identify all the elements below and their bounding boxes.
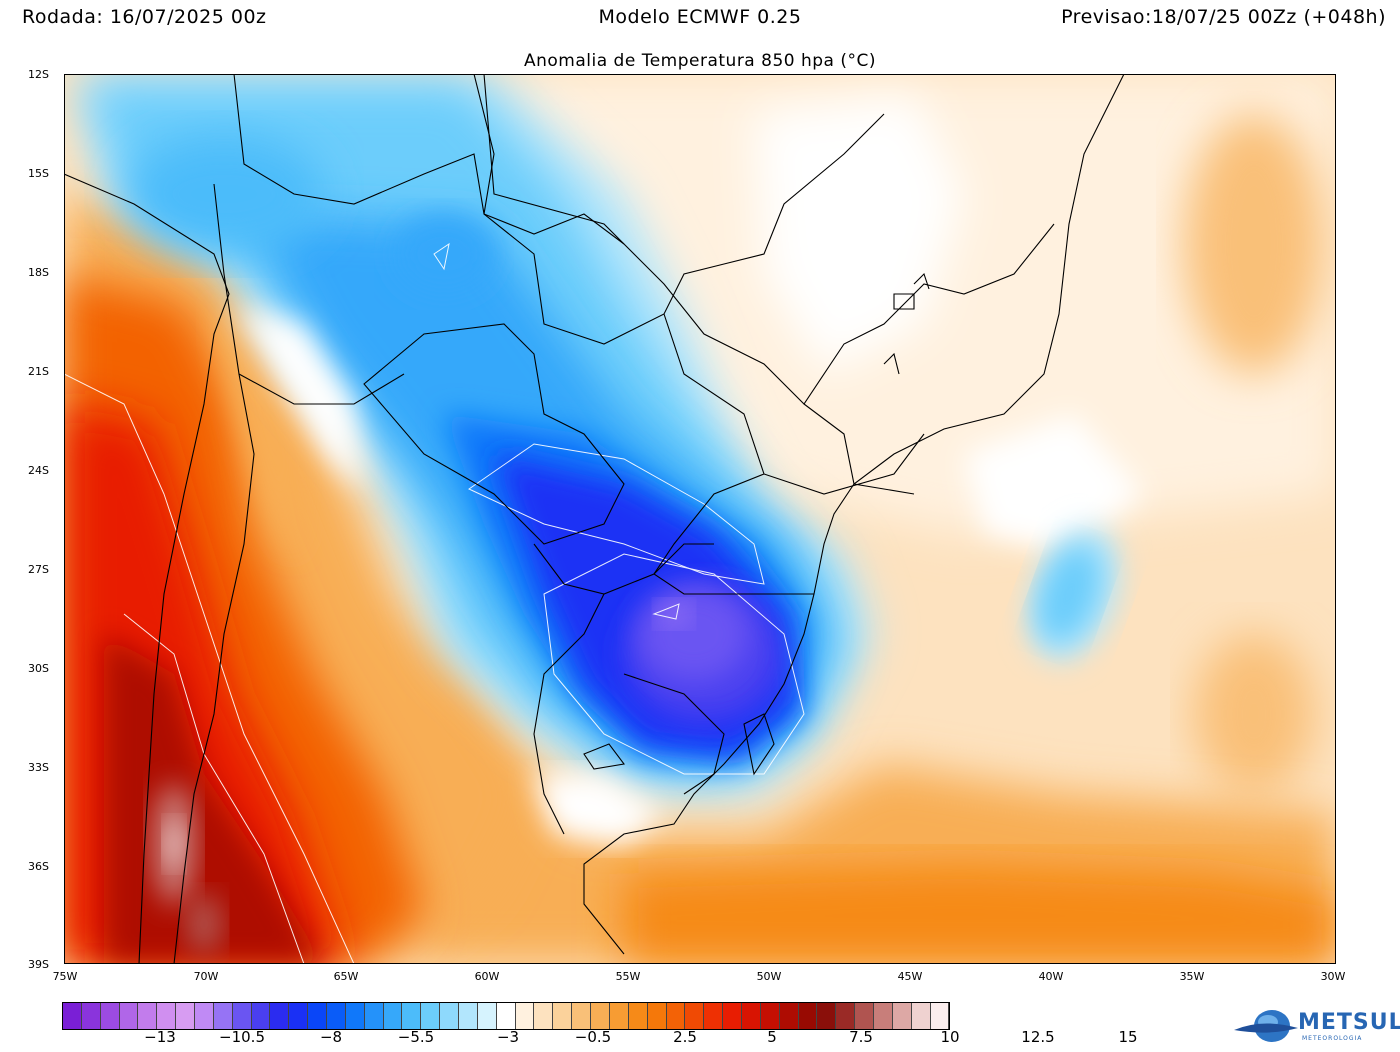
lon-label: 55W xyxy=(615,970,641,983)
lon-label: 65W xyxy=(333,970,359,983)
lat-label: 24S xyxy=(28,464,49,477)
colorbar-label: 2.5 xyxy=(673,1028,697,1046)
colorbar-swatch xyxy=(666,1003,686,1029)
colorbar-swatch xyxy=(572,1003,592,1029)
logo-name: METSUL xyxy=(1298,1010,1400,1035)
colorbar-swatch xyxy=(176,1003,196,1029)
lat-label: 15S xyxy=(28,167,49,180)
run-label: Rodada: 16/07/2025 00z xyxy=(22,6,267,28)
lat-label: 18S xyxy=(28,266,49,279)
colorbar-swatch xyxy=(327,1003,346,1029)
colorbar-label: −13 xyxy=(144,1028,176,1046)
metsul-logo: METSUL METEOROLOGIA xyxy=(1232,1006,1400,1046)
colorbar-swatch xyxy=(817,1003,837,1029)
colorbar-swatch xyxy=(383,1003,403,1029)
colorbar-swatch xyxy=(440,1003,460,1029)
colorbar-swatch xyxy=(402,1003,422,1029)
colorbar-swatch xyxy=(213,1003,233,1029)
colorbar-label: −8 xyxy=(319,1028,343,1046)
lon-label: 30W xyxy=(1320,970,1346,983)
lon-label: 35W xyxy=(1179,970,1205,983)
colorbar-swatch xyxy=(138,1003,158,1029)
colorbar xyxy=(62,1002,951,1030)
globe-swirl-icon xyxy=(1234,1010,1298,1042)
colorbar-label: −10.5 xyxy=(219,1028,265,1046)
colorbar-swatch xyxy=(81,1003,101,1029)
colorbar-swatch xyxy=(515,1003,535,1029)
colorbar-swatch xyxy=(553,1003,573,1029)
colorbar-swatch xyxy=(534,1003,554,1029)
colorbar-swatch xyxy=(289,1003,309,1029)
colorbar-swatch xyxy=(911,1003,931,1029)
colorbar-swatch xyxy=(496,1003,516,1029)
colorbar-label: −0.5 xyxy=(574,1028,612,1046)
lat-label: 21S xyxy=(28,365,49,378)
colorbar-swatch xyxy=(195,1003,214,1029)
colorbar-swatch xyxy=(704,1003,724,1029)
borders xyxy=(64,74,1125,964)
colorbar-swatch xyxy=(157,1003,177,1029)
map-title: Anomalia de Temperatura 850 hpa (°C) xyxy=(524,51,876,71)
colorbar-label: −5.5 xyxy=(397,1028,435,1046)
colorbar-swatch xyxy=(892,1003,912,1029)
colorbar-swatch xyxy=(760,1003,780,1029)
colorbar-swatch xyxy=(63,1003,82,1029)
temperature-anomaly-map xyxy=(64,74,1336,964)
colorbar-swatch xyxy=(119,1003,139,1029)
colorbar-swatch xyxy=(251,1003,271,1029)
colorbar-swatch xyxy=(364,1003,384,1029)
colorbar-swatch xyxy=(873,1003,893,1029)
colorbar-swatch xyxy=(232,1003,252,1029)
lat-label: 30S xyxy=(28,662,49,675)
colorbar-swatch xyxy=(459,1003,478,1029)
lat-label: 33S xyxy=(28,761,49,774)
colorbar-label: 15 xyxy=(1118,1028,1138,1046)
lon-label: 75W xyxy=(52,970,78,983)
anomaly-field xyxy=(64,74,1336,964)
model-label: Modelo ECMWF 0.25 xyxy=(598,6,802,28)
lat-label: 39S xyxy=(28,958,49,971)
colorbar-swatch xyxy=(647,1003,667,1029)
lon-label: 45W xyxy=(897,970,923,983)
colorbar-swatch xyxy=(930,1003,950,1029)
lon-label: 70W xyxy=(193,970,219,983)
colorbar-label: 5 xyxy=(767,1028,777,1046)
lon-label: 50W xyxy=(756,970,782,983)
colorbar-label: 12.5 xyxy=(1021,1028,1055,1046)
colorbar-swatch xyxy=(628,1003,648,1029)
colorbar-swatch xyxy=(270,1003,290,1029)
logo-subtitle: METEOROLOGIA xyxy=(1302,1035,1363,1042)
lat-label: 27S xyxy=(28,563,49,576)
colorbar-swatch xyxy=(308,1003,328,1029)
colorbar-swatch xyxy=(591,1003,610,1029)
colorbar-swatch xyxy=(477,1003,497,1029)
colorbar-swatch xyxy=(779,1003,799,1029)
colorbar-swatch xyxy=(100,1003,120,1029)
colorbar-swatch xyxy=(723,1003,742,1029)
lat-label: 36S xyxy=(28,860,49,873)
colorbar-swatch xyxy=(345,1003,365,1029)
colorbar-label: 7.5 xyxy=(849,1028,873,1046)
lon-label: 60W xyxy=(474,970,500,983)
colorbar-swatch xyxy=(798,1003,818,1029)
colorbar-swatch xyxy=(836,1003,856,1029)
colorbar-label: 10 xyxy=(940,1028,960,1046)
lat-label: 12S xyxy=(28,68,49,81)
colorbar-swatch xyxy=(741,1003,761,1029)
colorbar-swatch xyxy=(421,1003,441,1029)
forecast-label: Previsao:18/07/25 00Zz (+048h) xyxy=(1061,6,1386,28)
colorbar-label: −3 xyxy=(496,1028,520,1046)
colorbar-swatch xyxy=(855,1003,874,1029)
colorbar-swatch xyxy=(609,1003,629,1029)
colorbar-swatch xyxy=(685,1003,705,1029)
lon-label: 40W xyxy=(1038,970,1064,983)
